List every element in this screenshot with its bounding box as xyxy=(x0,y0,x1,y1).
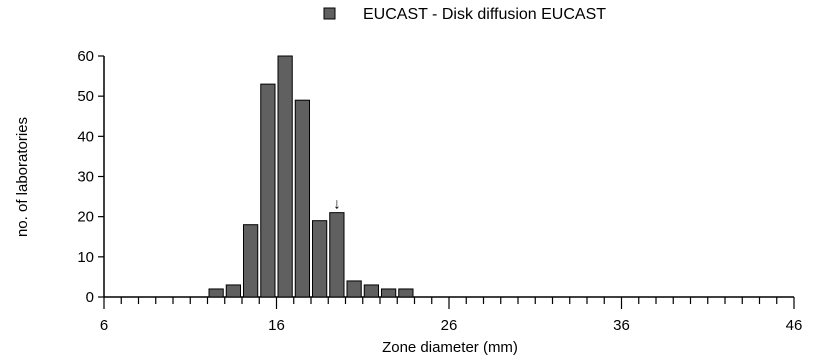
bar xyxy=(260,83,276,298)
bar xyxy=(329,212,345,298)
bar xyxy=(208,288,224,298)
x-tick-label: 26 xyxy=(441,317,458,334)
y-tick-label: 20 xyxy=(77,209,94,226)
y-tick-label: 40 xyxy=(77,128,94,145)
y-tick-label: 50 xyxy=(77,88,94,105)
bar xyxy=(346,280,362,298)
bar xyxy=(312,220,328,298)
x-tick-label: 6 xyxy=(100,317,108,334)
legend-swatch xyxy=(323,7,336,20)
y-axis: 0 10 20 30 40 50 60 xyxy=(77,48,105,306)
y-tick-label: 0 xyxy=(86,289,94,306)
y-axis-label: no. of laboratories xyxy=(14,117,31,237)
bar xyxy=(225,284,241,298)
arrow-down-icon: ↓ xyxy=(333,196,341,213)
x-axis: 6 16 26 36 46 xyxy=(100,296,803,334)
y-tick-label: 30 xyxy=(77,169,94,186)
bar xyxy=(277,55,293,298)
bar xyxy=(243,224,259,298)
x-tick-label: 46 xyxy=(786,317,803,334)
y-tick-label: 10 xyxy=(77,249,94,266)
bar xyxy=(398,288,414,298)
x-tick-label: 16 xyxy=(268,317,285,334)
y-tick-label: 60 xyxy=(77,48,94,65)
legend-label: EUCAST - Disk diffusion EUCAST xyxy=(363,6,606,23)
x-tick-label: 36 xyxy=(613,317,630,334)
bar xyxy=(381,288,397,298)
annotations: ↓ xyxy=(333,196,341,213)
bar xyxy=(363,284,379,298)
bars xyxy=(208,55,414,298)
bar xyxy=(294,99,310,298)
legend: EUCAST - Disk diffusion EUCAST xyxy=(323,6,606,23)
x-axis-label: Zone diameter (mm) xyxy=(382,339,518,356)
